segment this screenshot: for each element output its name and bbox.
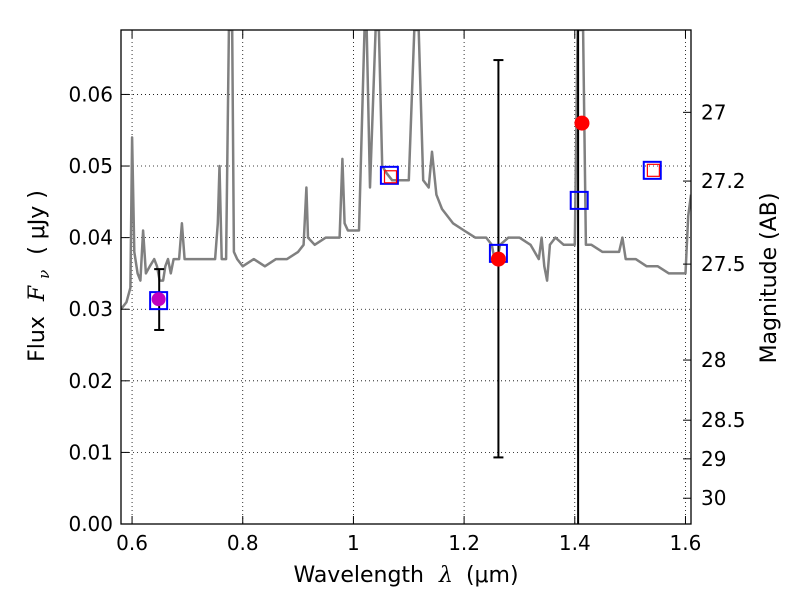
- x-axis-label-unit: (μm): [466, 563, 519, 588]
- x-axis-label-symbol: λ: [438, 563, 453, 588]
- right-tick-label-1: 27.2: [701, 169, 746, 193]
- ticks-layer: 0.6 0.8 1 1.2 1.4 1.6 0.00 0.01 0.02 0.03 0.04 0.05…: [68, 30, 746, 555]
- purple-circle-point-0: [151, 292, 166, 307]
- y-axis-label-symbol: F: [25, 285, 50, 302]
- right-tick-label-4: 28.5: [701, 408, 746, 432]
- y-tick-label-2: 0.02: [68, 369, 113, 393]
- blue-square-point-3: [569, 190, 589, 210]
- y-tick-label-5: 0.05: [68, 154, 113, 178]
- right-axis-label: Magnitude (AB): [757, 193, 782, 364]
- y-tick-label-4: 0.04: [68, 226, 113, 250]
- blue-square-point-1: [379, 165, 399, 185]
- blue-square-point-0: [149, 291, 169, 311]
- y-tick-label-1: 0.01: [68, 440, 113, 464]
- x-axis-label-text: Wavelength: [293, 563, 424, 588]
- x-tick-label-1: 0.8: [227, 531, 259, 555]
- red-square-point-1: [646, 163, 660, 177]
- y-axis-label: Flux F ν ( μJy ): [25, 190, 55, 362]
- y-tick-label-3: 0.03: [68, 297, 113, 321]
- y-tick-label-6: 0.06: [68, 82, 113, 106]
- x-tick-label-4: 1.4: [559, 531, 591, 555]
- red-circle-point-0: [490, 251, 506, 267]
- x-tick-label-0: 0.6: [116, 531, 148, 555]
- x-tick-label-5: 1.6: [670, 531, 702, 555]
- y-axis-label-unit: ( μJy ): [25, 190, 50, 255]
- y-axis-label-text: Flux: [25, 316, 50, 362]
- right-tick-label-6: 30: [701, 486, 726, 510]
- sed-spectrum-line: [121, 30, 691, 310]
- sed-layer: [121, 30, 691, 310]
- right-tick-label-3: 28: [701, 348, 726, 372]
- right-tick-label-2: 27.5: [701, 252, 746, 276]
- x-tick-label-3: 1.2: [448, 531, 480, 555]
- y-axis-label-subscript: ν: [35, 270, 53, 279]
- blue-square-point-4: [642, 160, 662, 180]
- plot-frame: [120, 29, 692, 525]
- right-tick-label-0: 27: [701, 100, 726, 124]
- x-axis-label: Wavelength λ (μm): [293, 563, 518, 588]
- red-square-point-0: [383, 170, 398, 184]
- marks-layer: [149, 30, 662, 524]
- y-tick-label-0: 0.00: [68, 512, 113, 536]
- red-circle-point-1: [574, 115, 590, 131]
- right-tick-label-5: 29: [701, 447, 726, 471]
- x-tick-label-2: 1: [347, 531, 360, 555]
